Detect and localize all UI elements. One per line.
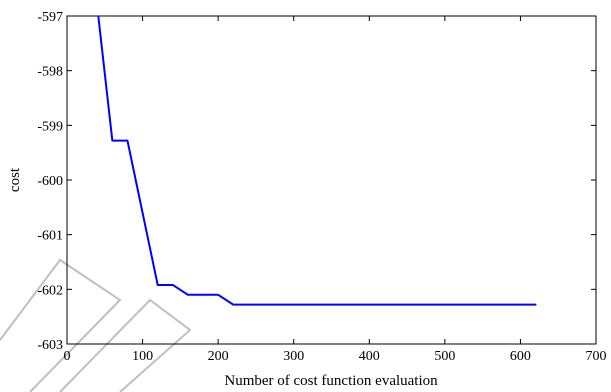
background-decoration [0, 258, 192, 392]
y-tick-label: -602 [37, 283, 63, 298]
x-axis-label: Number of cost function evaluation [224, 373, 438, 389]
y-tick-label: -598 [37, 65, 63, 80]
x-tick-label: 700 [586, 349, 607, 364]
x-axis: 0 100 200 300 400 500 600 700 [64, 16, 607, 364]
x-tick-label: 200 [208, 349, 229, 364]
x-tick-label: 500 [434, 349, 455, 364]
y-tick-label: -600 [37, 174, 63, 189]
x-tick-label: 400 [359, 349, 380, 364]
x-tick-label: 100 [132, 349, 153, 364]
x-tick-label: 600 [510, 349, 531, 364]
y-axis: -603 -602 -601 -600 -599 -598 -597 [37, 10, 596, 353]
x-tick-label: 0 [64, 349, 71, 364]
x-tick-label: 300 [283, 349, 304, 364]
y-axis-label: cost [7, 167, 23, 192]
y-tick-label: -599 [37, 119, 63, 134]
cost-line [97, 16, 537, 306]
y-tick-label: -597 [37, 10, 63, 25]
y-tick-label: -603 [37, 338, 63, 353]
plot-area [66, 15, 597, 345]
y-tick-label: -601 [37, 229, 63, 244]
